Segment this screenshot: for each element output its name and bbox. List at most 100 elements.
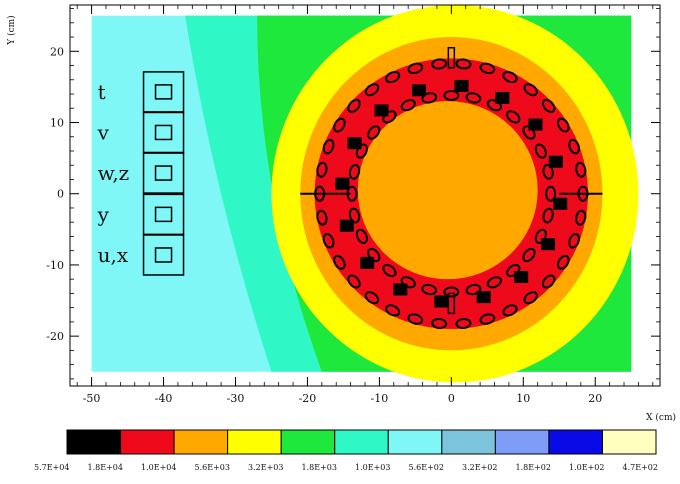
hot-spot	[335, 177, 350, 190]
layer-label: u,x	[98, 243, 129, 267]
outer-ring-tube	[479, 62, 496, 75]
plot-area	[91, 5, 639, 383]
outer-ring-tube	[333, 254, 346, 270]
layer-inner-square	[154, 206, 173, 223]
y-tick-label: -20	[46, 330, 64, 343]
layer-inner-square	[154, 247, 173, 263]
layer-inner-square	[154, 84, 173, 100]
layer-label: w,z	[98, 161, 130, 185]
inner-ring-tube	[348, 207, 361, 224]
outer-ring-tube	[556, 254, 570, 270]
legend-label: 1.0E+03	[355, 463, 390, 472]
layer-label: y	[97, 202, 110, 226]
y-tick-label: 20	[50, 45, 64, 58]
outer-ring-tube	[523, 83, 538, 97]
x-tick-label: -30	[227, 392, 245, 405]
legend-label: 4.7E+02	[623, 463, 658, 472]
inner-ring-tube	[367, 247, 381, 263]
inner-ring-tube	[506, 263, 521, 278]
legend-label: 3.2E+03	[248, 463, 283, 472]
x-tick-label: 20	[588, 392, 602, 405]
legend-swatch	[387, 429, 443, 455]
y-tick-label: 10	[50, 117, 64, 130]
hot-spot	[347, 137, 362, 150]
layer-inner-square	[154, 165, 173, 181]
outer-ring-tube	[407, 313, 424, 325]
outer-ring-tube	[347, 98, 361, 113]
outer-ring-tube	[364, 291, 380, 305]
outer-ring-tube	[568, 138, 581, 155]
legend-swatch	[227, 429, 282, 455]
inner-ring-tube	[382, 110, 397, 124]
hot-spot	[412, 84, 427, 97]
detector-layers: tv w,z y u,x	[97, 71, 185, 276]
outer-ring-tube	[575, 161, 587, 178]
hot-spot	[553, 197, 568, 210]
inner-ring-tube	[522, 125, 536, 140]
plot-axes: -50 -40 -30 -20 -10 0 10 20 20 10 0 -10 -20 X (cm) Y (…	[6, 4, 676, 423]
inner-ring-tube	[421, 283, 438, 296]
legend-swatch	[66, 429, 122, 455]
inner-ring-tube	[542, 207, 554, 224]
outer-ring-tube	[364, 83, 380, 97]
outer-ring-tube	[455, 58, 472, 70]
x-tick-label: 10	[516, 392, 530, 405]
inner-ring-tube	[465, 92, 482, 104]
outer-ring-tube	[455, 317, 472, 330]
legend-label: 1.8E+03	[302, 463, 337, 472]
legend-label: 1.8E+04	[88, 463, 123, 472]
hot-spot	[434, 295, 449, 308]
layer-label: v	[97, 120, 110, 144]
hot-spot	[339, 219, 354, 232]
inner-ring-tube	[506, 110, 521, 124]
inner-ring-tube	[400, 276, 416, 289]
outer-ring-tube	[347, 274, 361, 289]
hot-spot	[393, 283, 408, 296]
layer-box	[142, 234, 185, 276]
hot-spot	[548, 155, 563, 168]
legend-label: 3.2E+02	[462, 463, 497, 472]
outer-ring-tube	[431, 317, 448, 330]
x-axis-title: X (cm)	[646, 412, 676, 423]
outer-ring-tube	[322, 138, 335, 155]
hot-spot	[495, 91, 510, 104]
outer-ring-tube	[333, 117, 346, 133]
inner-ring-tube	[486, 99, 503, 112]
color-scale-legend: 5.7E+04 1.8E+04 1.0E+04 5.6E+03 3.2E+03 1.8E+…	[34, 429, 658, 472]
inner-ring-tube	[465, 283, 482, 296]
outer-ring-tube	[479, 313, 496, 325]
y-tick-label: 0	[57, 188, 64, 201]
inner-ring-tube	[545, 185, 557, 202]
legend-label: 5.6E+02	[409, 463, 444, 472]
inner-ring-tube	[355, 228, 368, 244]
legend-swatch	[601, 429, 657, 455]
legend-swatch	[173, 429, 229, 455]
legend-label: 1.8E+02	[516, 463, 551, 472]
outer-ring-tube	[316, 209, 328, 226]
inner-ring-tube	[400, 99, 416, 112]
outer-ring-tube	[385, 304, 401, 317]
outer-ring-tube	[568, 233, 581, 249]
x-tick-label: -10	[371, 392, 389, 405]
inner-ring-tube	[421, 92, 438, 104]
inner-ring-tube	[348, 163, 361, 180]
inner-ring-tube	[443, 89, 460, 101]
hot-spot	[374, 104, 389, 117]
inner-ring-tube	[486, 276, 503, 289]
inner-ring-tube	[542, 163, 554, 180]
hot-spot	[541, 238, 556, 251]
bottom-marker	[447, 292, 456, 315]
legend-swatch	[334, 429, 389, 455]
inner-ring-tube	[534, 228, 547, 244]
outer-ring-tube	[523, 291, 538, 305]
inner-ring-tube	[443, 286, 460, 298]
inner-ring-tube	[522, 247, 536, 263]
x-tick-label: -50	[83, 392, 101, 405]
outer-ring-tube	[407, 62, 424, 75]
outer-ring-tube	[431, 58, 448, 70]
y-axis-title: Y (cm)	[6, 15, 17, 45]
inner-ring-tube	[534, 143, 547, 159]
legend-label: 5.6E+03	[195, 463, 230, 472]
y-tick-label: -10	[46, 259, 64, 272]
legend-label: 1.0E+04	[141, 463, 176, 472]
